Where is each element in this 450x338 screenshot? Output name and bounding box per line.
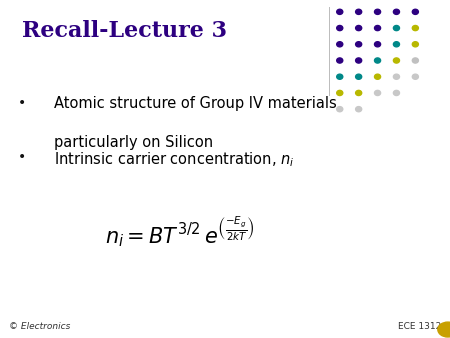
Text: © Electronics: © Electronics — [9, 321, 70, 331]
Ellipse shape — [337, 106, 343, 112]
Ellipse shape — [412, 74, 418, 79]
Ellipse shape — [356, 9, 362, 15]
Ellipse shape — [374, 25, 381, 31]
Ellipse shape — [337, 42, 343, 47]
Ellipse shape — [393, 74, 400, 79]
Ellipse shape — [412, 58, 418, 63]
Ellipse shape — [337, 25, 343, 31]
Ellipse shape — [374, 58, 381, 63]
Ellipse shape — [337, 9, 343, 15]
Text: ECE 1312: ECE 1312 — [398, 321, 441, 331]
Ellipse shape — [412, 42, 418, 47]
Text: •: • — [18, 96, 26, 110]
Text: particularly on Silicon: particularly on Silicon — [54, 135, 213, 150]
Ellipse shape — [337, 74, 343, 79]
Ellipse shape — [356, 42, 362, 47]
Ellipse shape — [393, 90, 400, 96]
Text: Atomic structure of Group IV materials: Atomic structure of Group IV materials — [54, 96, 337, 111]
Ellipse shape — [356, 58, 362, 63]
Ellipse shape — [374, 90, 381, 96]
Ellipse shape — [393, 42, 400, 47]
Ellipse shape — [393, 58, 400, 63]
Ellipse shape — [356, 74, 362, 79]
Circle shape — [438, 322, 450, 337]
Ellipse shape — [337, 58, 343, 63]
Text: •: • — [18, 150, 26, 164]
Ellipse shape — [374, 42, 381, 47]
Text: Recall-Lecture 3: Recall-Lecture 3 — [22, 20, 228, 42]
Ellipse shape — [374, 74, 381, 79]
Ellipse shape — [412, 9, 418, 15]
Ellipse shape — [337, 90, 343, 96]
Ellipse shape — [356, 25, 362, 31]
Ellipse shape — [356, 106, 362, 112]
Text: Intrinsic carrier concentration, $n_i$: Intrinsic carrier concentration, $n_i$ — [54, 150, 294, 169]
Ellipse shape — [374, 9, 381, 15]
Ellipse shape — [393, 25, 400, 31]
Ellipse shape — [412, 25, 418, 31]
Ellipse shape — [356, 90, 362, 96]
Text: $n_i = BT^{3/2}\, e^{\left(\frac{-E_g}{2kT}\right)}$: $n_i = BT^{3/2}\, e^{\left(\frac{-E_g}{2… — [105, 215, 255, 249]
Ellipse shape — [393, 9, 400, 15]
